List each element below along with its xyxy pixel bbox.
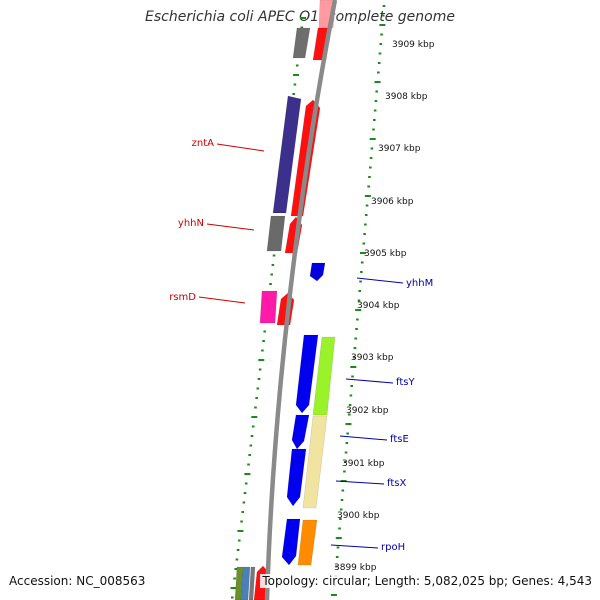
gene-box-rsmD-magenta[interactable] — [259, 290, 278, 324]
leader-line — [345, 378, 394, 384]
scale-labels: 3909 kbp 3908 kbp 3907 kbp 3906 kbp 3905 kbp… — [334, 40, 435, 573]
gene-arrow-ftsX-blue[interactable] — [286, 448, 307, 507]
gene-box-ftsY-green[interactable] — [312, 336, 336, 416]
scale-label: 3900 kbp — [337, 511, 380, 521]
leader-line — [330, 544, 379, 549]
gene-box-bottom-green[interactable] — [234, 566, 244, 600]
genome-backbone — [264, 0, 338, 600]
scale-label: 3904 kbp — [357, 301, 400, 311]
gene-label-ftsY[interactable]: ftsY — [396, 377, 415, 388]
scale-label: 3906 kbp — [371, 197, 414, 207]
gene-label-yhhN[interactable]: yhhN — [178, 218, 204, 229]
gene-label-rsmD[interactable]: rsmD — [169, 292, 196, 303]
genome-summary-text: Topology: circular; Length: 5,082,025 bp… — [260, 574, 594, 588]
scale-label: 3907 kbp — [378, 144, 421, 154]
gene-arrow-rpoH-blue[interactable] — [281, 518, 301, 566]
gene-label-ftsE[interactable]: ftsE — [390, 434, 409, 445]
gene-box-top-gray[interactable] — [292, 27, 311, 59]
gene-box-bottom-steel[interactable] — [240, 566, 251, 600]
gene-box-rpoH-orange[interactable] — [297, 519, 318, 566]
gene-label-zntA[interactable]: zntA — [192, 138, 215, 149]
tick-track-right — [330, 5, 386, 596]
scale-label: 3901 kbp — [342, 459, 385, 469]
scale-label: 3899 kbp — [334, 563, 377, 573]
leader-line — [356, 277, 404, 284]
leader-line — [339, 435, 388, 441]
gene-label-rpoH[interactable]: rpoH — [381, 542, 405, 553]
gene-box-yhhN-gray[interactable] — [266, 215, 286, 252]
scale-label: 3903 kbp — [351, 353, 394, 363]
gene-label-leaders — [198, 143, 404, 549]
scale-label: 3905 kbp — [364, 249, 407, 259]
leader-line — [198, 296, 246, 304]
scale-label: 3908 kbp — [385, 92, 428, 102]
gene-labels: zntA yhhN rsmD yhhM ftsY ftsE ftsX rpoH — [169, 138, 433, 553]
gene-arrow-ftsY-blue[interactable] — [295, 334, 319, 414]
leader-line — [206, 223, 255, 231]
gene-label-yhhM[interactable]: yhhM — [406, 278, 433, 289]
leader-line — [216, 143, 265, 152]
backbone-line — [264, 0, 338, 600]
gene-arrow-yhhM-blue[interactable] — [309, 262, 326, 282]
scale-label: 3909 kbp — [392, 40, 435, 50]
accession-text: Accession: NC_008563 — [7, 574, 148, 588]
gene-arrow-ftsE-blue[interactable] — [291, 414, 310, 450]
gene-box-zntA-purple[interactable] — [272, 95, 302, 214]
leader-line — [335, 480, 385, 485]
scale-label: 3902 kbp — [346, 406, 389, 416]
gene-label-ftsX[interactable]: ftsX — [387, 478, 406, 489]
gene-box-ftsE-beige[interactable] — [302, 415, 328, 509]
gene-box-bottom-gray[interactable] — [248, 566, 256, 600]
